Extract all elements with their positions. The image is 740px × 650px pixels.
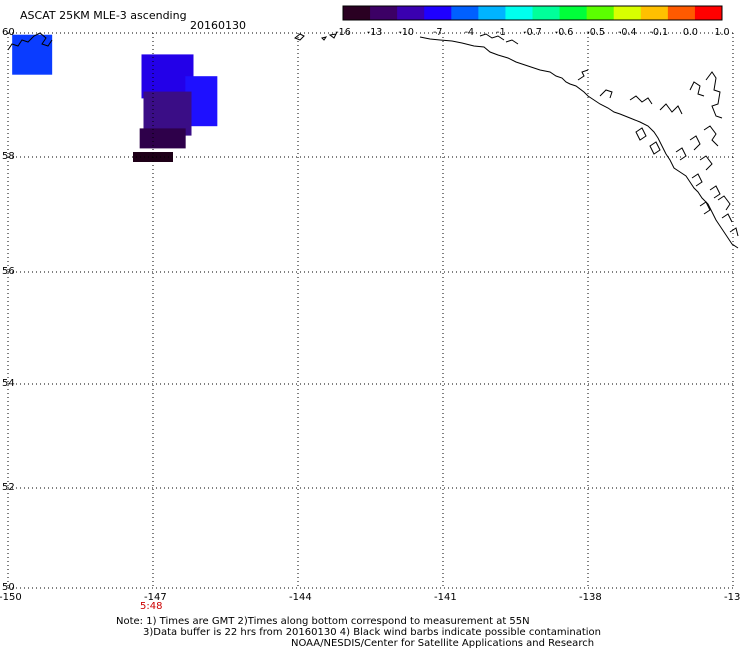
note-line-2: 3)Data buffer is 22 hrs from 20160130 4)… [143,627,601,638]
lat-lon-grid [7,32,734,589]
colorbar-tick-label: -4 [464,27,475,38]
colorbar-tick-label: -0.4 [617,27,637,38]
wind-data-cell [143,91,192,136]
wind-data-cell [12,34,53,75]
credit-line: NOAA/NESDIS/Center for Satellite Applica… [291,638,595,649]
map-date: 20160130 [190,19,246,32]
wind-data-cell [141,54,194,99]
lon-label: -138 [579,592,602,603]
colorbar-swatch [532,6,561,20]
colorbar-swatch [505,6,533,20]
lat-label: 54 [2,378,15,389]
note-line-1: Note: 1) Times are GMT 2)Times along bot… [116,616,530,627]
colorbar-tick-label: 1.0 [714,27,730,38]
colorbar-tick-label: -0.5 [586,27,605,38]
colorbar-swatch [613,6,642,20]
wind-data-cell [139,128,186,149]
colorbar-swatch [451,6,479,20]
lat-label: 56 [2,266,15,277]
wind-data-cells [12,34,218,162]
map-title: ASCAT 25KM MLE-3 ascending [20,9,187,22]
colorbar-swatch [370,6,398,20]
swath-time-label: 5:48 [140,601,163,612]
colorbar-tick-label: -0.7 [523,27,542,38]
colorbar-tick-label: -0.1 [649,27,669,38]
colorbar-swatch [640,6,669,20]
colorbar-swatch [559,6,588,20]
colorbar-swatch [694,6,723,20]
lon-label: -150 [0,592,22,603]
colorbar-swatch [586,6,615,20]
lon-label: -147 [144,592,167,603]
colorbar-swatch [343,6,371,20]
lon-label: -141 [434,592,457,603]
colorbar-tick-label: -7 [433,27,443,38]
colorbar-tick-label: -0.6 [554,27,574,38]
colorbar-tick-label: 0.0 [682,27,698,38]
colorbar-tick-label: -13 [366,27,383,38]
lon-label: -144 [289,592,312,603]
colorbar-frame [342,5,723,21]
colorbar [342,5,723,21]
lon-label: -13 [724,592,740,603]
colorbar-swatch [667,6,696,20]
lat-label: 50 [2,582,15,593]
lat-label: 60 [2,27,15,38]
lat-label: 52 [2,482,15,493]
colorbar-swatches [343,6,723,20]
colorbar-tick-label: -10 [398,27,414,38]
colorbar-tick-label: -1 [496,27,506,38]
coastline [7,32,739,249]
colorbar-swatch [397,6,425,20]
lat-label: 58 [2,151,15,162]
colorbar-swatch [478,6,506,20]
colorbar-tick-label: -16 [335,27,351,38]
colorbar-swatch [424,6,452,20]
